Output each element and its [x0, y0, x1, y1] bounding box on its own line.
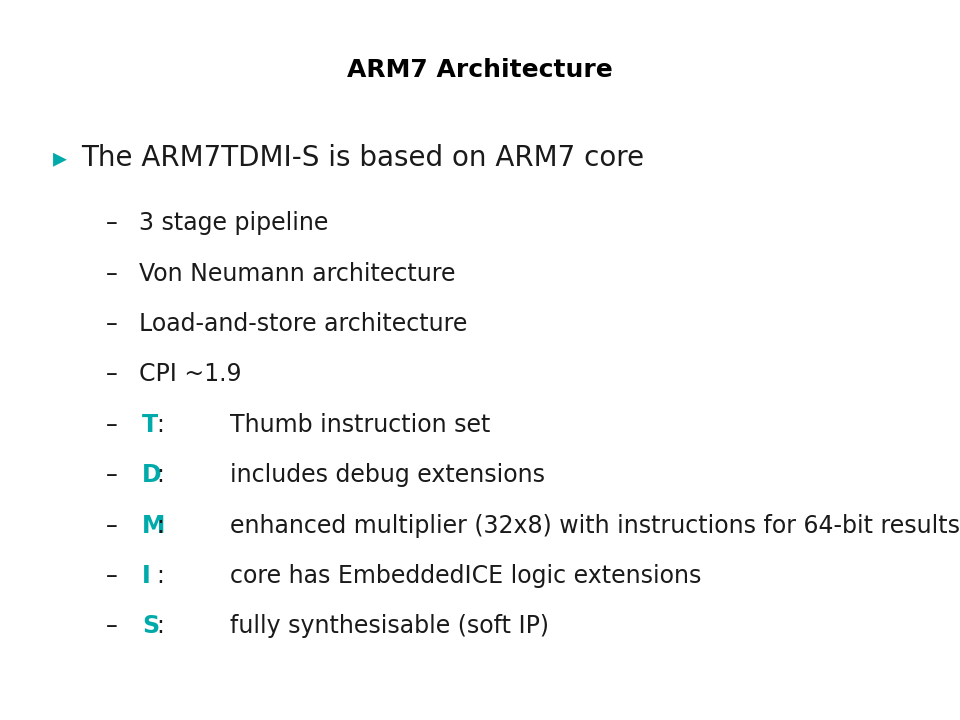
Text: –: – [106, 312, 117, 336]
Text: enhanced multiplier (32x8) with instructions for 64-bit results: enhanced multiplier (32x8) with instruct… [230, 513, 960, 538]
Text: ▸: ▸ [53, 145, 66, 172]
Text: –: – [106, 413, 117, 437]
Text: T: T [142, 413, 158, 437]
Text: –: – [106, 513, 117, 538]
Text: Von Neumann architecture: Von Neumann architecture [139, 261, 456, 286]
Text: core has EmbeddedICE logic extensions: core has EmbeddedICE logic extensions [230, 564, 702, 588]
Text: :: : [156, 614, 164, 639]
Text: I: I [142, 564, 151, 588]
Text: :: : [156, 513, 164, 538]
Text: :: : [156, 564, 164, 588]
Text: –: – [106, 614, 117, 639]
Text: –: – [106, 261, 117, 286]
Text: –: – [106, 463, 117, 487]
Text: ARM7 Architecture: ARM7 Architecture [348, 58, 612, 81]
Text: includes debug extensions: includes debug extensions [230, 463, 545, 487]
Text: –: – [106, 211, 117, 235]
Text: M: M [142, 513, 165, 538]
Text: S: S [142, 614, 159, 639]
Text: fully synthesisable (soft IP): fully synthesisable (soft IP) [230, 614, 549, 639]
Text: –: – [106, 362, 117, 387]
Text: :: : [156, 413, 164, 437]
Text: D: D [142, 463, 161, 487]
Text: –: – [106, 564, 117, 588]
Text: CPI ~1.9: CPI ~1.9 [139, 362, 242, 387]
Text: Load-and-store architecture: Load-and-store architecture [139, 312, 468, 336]
Text: Thumb instruction set: Thumb instruction set [230, 413, 491, 437]
Text: 3 stage pipeline: 3 stage pipeline [139, 211, 328, 235]
Text: The ARM7TDMI-S is based on ARM7 core: The ARM7TDMI-S is based on ARM7 core [82, 145, 645, 172]
Text: :: : [156, 463, 164, 487]
